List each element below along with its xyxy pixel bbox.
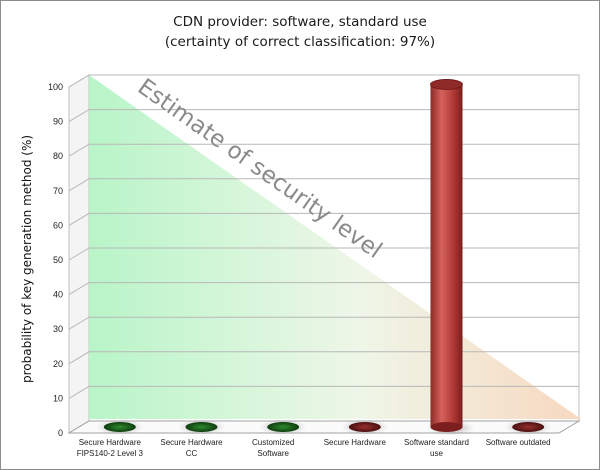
y-tick-label: 40 <box>53 290 63 300</box>
bar-disc <box>512 422 545 432</box>
y-axis-label: probability of key generation method (%) <box>20 135 34 383</box>
y-tick-label: 30 <box>53 324 63 334</box>
gridline <box>68 109 579 123</box>
y-tick-label: 90 <box>53 117 63 127</box>
x-tick-label: Secure Hardware <box>160 438 223 447</box>
bar-disc <box>267 422 300 432</box>
bar-base <box>430 422 463 432</box>
bar-top <box>430 79 463 90</box>
gridline <box>68 385 579 399</box>
y-tick-label: 0 <box>58 428 63 438</box>
y-axis-ticks: 0 10 20 30 40 50 60 70 80 90 100 <box>48 82 63 438</box>
chart-subtitle: (certainty of correct classification: 97… <box>165 34 435 50</box>
gridline <box>68 143 579 157</box>
bars <box>95 79 553 436</box>
y-tick-label: 100 <box>48 82 63 92</box>
x-tick-label: use <box>430 449 443 458</box>
x-axis-ticks: Secure Hardware FIPS140-2 Level 3 Secure H… <box>77 438 551 458</box>
gridline <box>68 212 579 226</box>
y-tick-label: 60 <box>53 220 63 230</box>
x-tick-label: Software outdated <box>486 438 551 447</box>
gridline <box>68 74 579 88</box>
bar-disc <box>185 422 218 432</box>
y-tick-label: 20 <box>53 359 63 369</box>
gridline <box>68 351 579 365</box>
y-tick-label: 70 <box>53 186 63 196</box>
y-tick-label: 50 <box>53 255 63 265</box>
bar-body <box>430 84 463 428</box>
gridline <box>68 316 579 330</box>
x-tick-label: CC <box>186 449 198 458</box>
x-tick-label: FIPS140-2 Level 3 <box>77 449 144 458</box>
x-tick-label: Customized <box>252 438 294 447</box>
gridline <box>68 282 579 296</box>
gridlines <box>68 74 579 434</box>
x-tick-label: Secure Hardware <box>324 438 387 447</box>
floor-plane <box>67 420 581 434</box>
plot-floor <box>67 420 581 434</box>
x-tick-label: Software <box>257 449 289 458</box>
y-tick-label: 80 <box>53 151 63 161</box>
bar-disc <box>103 422 136 432</box>
x-tick-label: Secure Hardware <box>79 438 142 447</box>
bar-disc <box>348 422 381 432</box>
chart-title: CDN provider: software, standard use <box>173 14 427 30</box>
y-tick-label: 10 <box>53 393 63 403</box>
x-tick-label: Software standard <box>404 438 469 447</box>
gridline <box>68 247 579 261</box>
gridline <box>68 178 579 192</box>
